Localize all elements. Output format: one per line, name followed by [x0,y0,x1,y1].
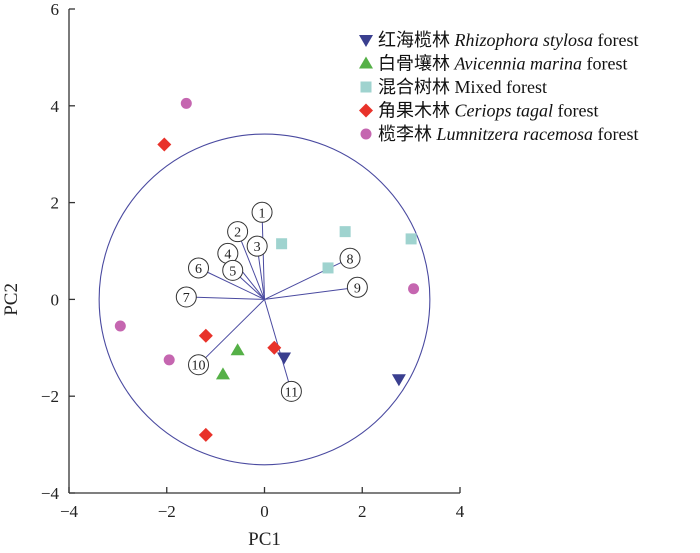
point-series-3-1 [276,238,288,250]
point-series-4-4 [198,427,213,442]
legend-cn-name: 白骨壤林 [378,54,455,74]
legend-latin-name: Lumnitzera racemosa [436,124,598,144]
point-series-3-4 [405,233,417,245]
loading-label-ring-1 [251,201,273,223]
y-tick-label: 2 [51,194,60,213]
legend-latin-name: Rhizophora stylosa [454,30,598,50]
legend-entry-5: 榄李林 Lumnitzera racemosa forest [378,124,638,144]
loading-label-1: 1 [259,206,266,221]
legend-marker-3 [360,81,372,93]
point-series-5-2 [114,320,126,332]
loading-vector-2 [240,240,265,300]
loading-vector-9 [264,288,348,300]
legend-suffix: forest [598,30,639,50]
legend-suffix: forest [586,54,627,74]
correlation-circle [98,133,431,466]
loading-vector-7 [196,296,265,300]
point-series-5-1 [180,97,192,109]
y-tick-label: 4 [51,97,60,116]
point-series-5-4 [408,283,420,295]
loading-label-5: 5 [229,264,236,279]
x-tick-label: −2 [158,502,176,521]
legend-entry-3: 混合树林 Mixed forest [378,77,547,97]
loading-label-ring-2 [227,221,249,243]
legend-latin-name: Avicennia marina [454,54,587,74]
loading-label-6: 6 [195,262,202,277]
loading-label-ring-3 [246,235,268,257]
loading-label-ring-5 [222,259,244,281]
legend-suffix: forest [598,124,639,144]
loading-vector-3 [258,255,265,300]
loading-vector-11 [264,299,290,382]
loading-label-8: 8 [347,252,354,267]
legend-cn-name: 榄李林 [378,124,437,144]
loading-label-2: 2 [234,226,241,241]
legend-marker-2 [359,56,373,69]
loading-label-7: 7 [183,291,190,306]
legend-entry-4: 角果木林 Ceriops tagal forest [378,101,599,121]
legend-marker-1 [359,35,373,47]
x-tick-label: −4 [60,502,79,521]
loading-label-ring-9 [346,276,368,298]
point-series-3-3 [322,262,334,274]
point-series-2-1 [230,343,245,356]
loading-vector-1 [261,222,265,300]
legend-suffix: forest [558,101,599,121]
point-series-1-2 [391,374,406,387]
legend-latin-name: Ceriops tagal [455,101,558,121]
loading-label-10: 10 [192,359,206,374]
loading-label-ring-7 [175,286,197,308]
legend-entry-2: 白骨壤林 Avicennia marina forest [378,54,627,74]
point-series-4-2 [198,328,213,343]
legend-entry-1: 红海榄林 Rhizophora stylosa forest [378,30,639,50]
x-ticks: −4 −2 0 2 4 [60,487,465,521]
point-series-5-3 [163,354,175,366]
legend-marker-4 [359,103,373,118]
loading-label-ring-8 [339,247,361,269]
loading-label-11: 11 [285,385,298,400]
x-tick-label: 4 [456,502,465,521]
y-tick-label: 6 [51,0,60,19]
legend-marker-5 [360,128,372,140]
loading-vector-10 [205,299,265,359]
y-axis-label: PC2 [1,283,22,316]
legend-cn-name: 红海榄林 [378,30,455,50]
legend-cn-name: 混合树林 [378,77,455,97]
point-series-3-2 [339,226,351,238]
y-ticks: −4 −2 0 2 4 6 [41,0,75,503]
loading-vector-5 [239,276,265,300]
loading-label-ring-6 [188,257,210,279]
y-tick-label: −4 [41,484,60,503]
x-axis-label: PC1 [248,529,281,550]
loading-label-9: 9 [354,281,361,296]
loading-label-ring-10 [188,354,210,376]
loading-label-ring-11 [280,380,302,402]
legend-suffix: Mixed forest [455,77,547,97]
sample-points [114,97,420,442]
loading-vector-6 [207,271,265,300]
legend-cn-name: 角果木林 [378,101,455,121]
point-series-2-2 [215,367,230,380]
y-tick-label: 0 [51,290,60,309]
loading-label-3: 3 [254,240,261,255]
y-tick-label: −2 [41,387,59,406]
x-tick-label: 2 [358,502,367,521]
point-series-1-1 [277,352,292,365]
point-series-4-1 [157,137,172,152]
loading-label-4: 4 [224,247,231,262]
x-tick-label: 0 [260,502,269,521]
point-series-4-3 [267,340,282,355]
